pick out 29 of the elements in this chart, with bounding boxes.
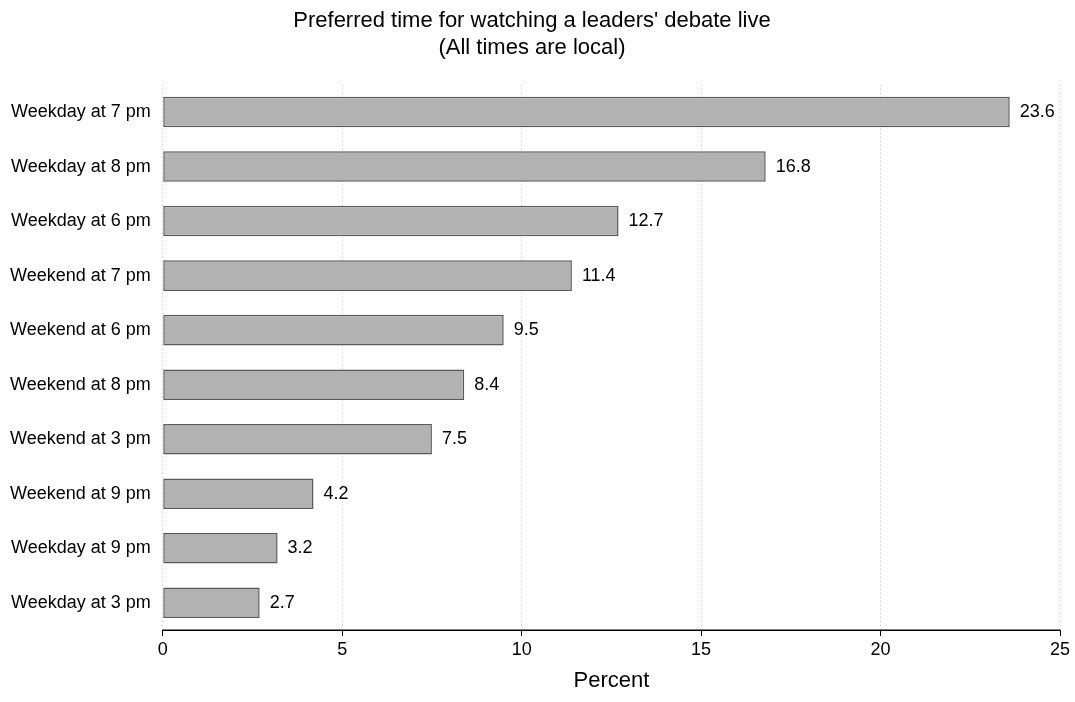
x-axis-title: Percent xyxy=(573,666,650,692)
y-tick-label: Weekend at 6 pm xyxy=(10,319,151,340)
y-tick-label: Weekday at 9 pm xyxy=(11,537,151,558)
data-label: 8.4 xyxy=(474,373,500,394)
data-label: 23.6 xyxy=(1019,101,1055,122)
chart-subtitle: (All times are local) xyxy=(438,33,626,59)
data-label: 12.7 xyxy=(628,210,664,231)
x-tick-label: 15 xyxy=(691,638,712,659)
data-label: 9.5 xyxy=(513,319,539,340)
data-label: 11.4 xyxy=(581,264,616,285)
y-tick-label: Weekday at 6 pm xyxy=(11,210,151,231)
x-tick-label: 25 xyxy=(1049,638,1071,659)
y-tick-label: Weekend at 7 pm xyxy=(10,264,151,285)
y-tick-label: Weekend at 9 pm xyxy=(10,482,151,503)
data-label: 4.2 xyxy=(323,482,349,503)
y-tick-label: Weekday at 3 pm xyxy=(11,591,151,612)
y-tick-label: Weekday at 7 pm xyxy=(11,101,151,122)
x-tick-label: 20 xyxy=(870,638,891,659)
y-tick-label: Weekend at 3 pm xyxy=(10,428,151,449)
data-label: 7.5 xyxy=(441,428,467,449)
y-tick-label: Weekday at 8 pm xyxy=(11,155,151,176)
x-tick-label: 0 xyxy=(157,638,168,659)
data-label: 3.2 xyxy=(287,537,313,558)
data-label: 16.8 xyxy=(775,155,811,176)
x-tick-label: 5 xyxy=(337,638,348,659)
data-label: 2.7 xyxy=(269,591,295,612)
x-tick-label: 10 xyxy=(511,638,532,659)
y-tick-label: Weekend at 8 pm xyxy=(10,373,151,394)
chart-title: Preferred time for watching a leaders' debate live xyxy=(293,7,771,33)
